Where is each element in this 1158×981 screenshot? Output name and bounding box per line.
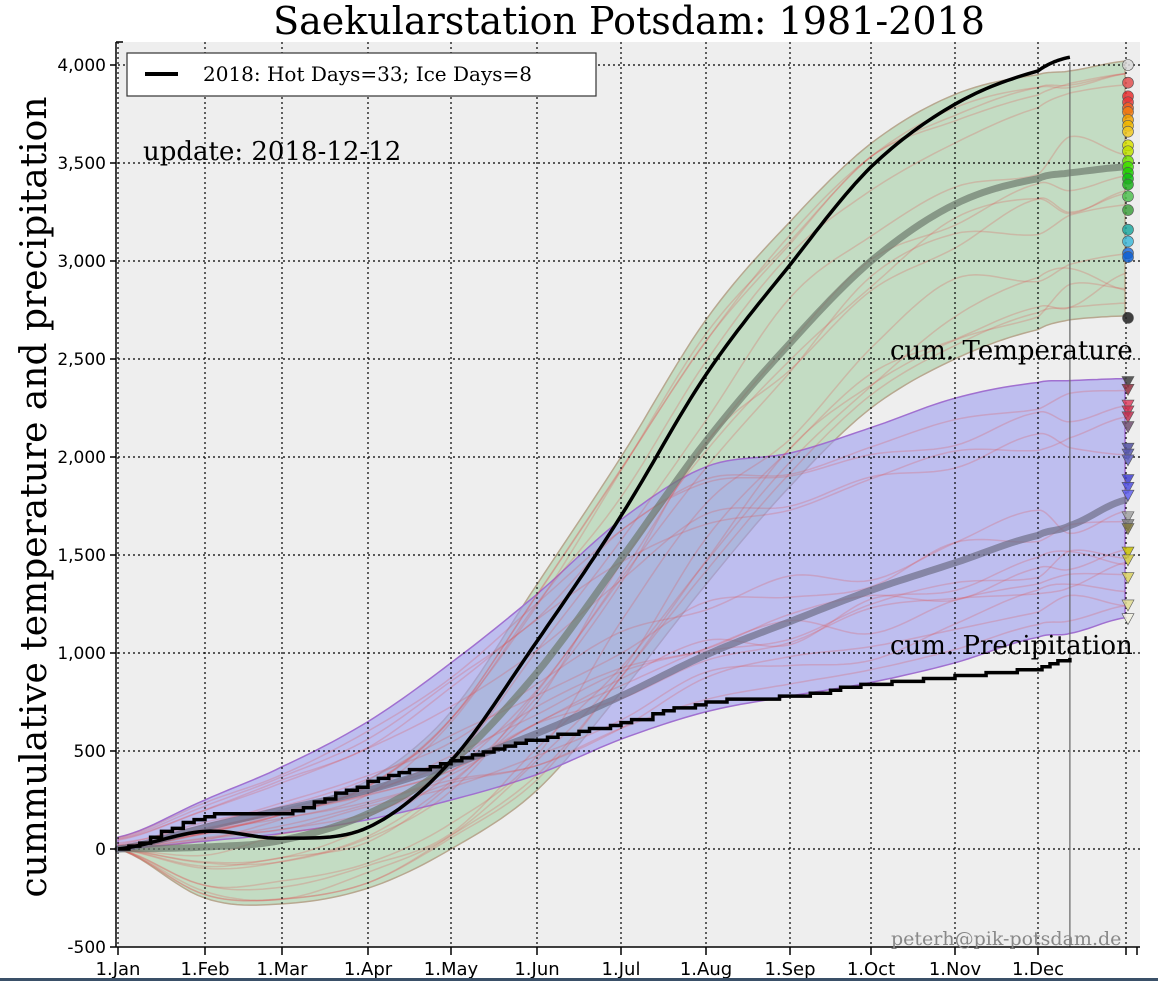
chart-title: Saekularstation Potsdam: 1981-2018 (273, 0, 985, 43)
update-annotation: update: 2018-12-12 (143, 137, 401, 167)
grid-lines (117, 42, 1140, 947)
precipitation-year-marker (1121, 489, 1135, 502)
x-tick-label: 1.Jan (96, 959, 141, 980)
temperature-year-marker (1122, 235, 1134, 248)
precipitation-year-marker (1121, 572, 1135, 585)
temperature-year-marker (1122, 204, 1134, 216)
precipitation-2018-line (118, 657, 1072, 851)
historical-temperature-line (117, 192, 1126, 868)
y-tick-label: 0 (95, 840, 106, 860)
precipitation-year-marker (1121, 376, 1135, 389)
precipitation-year-marker (1121, 384, 1135, 396)
historical-precipitation-line (117, 594, 1126, 850)
legend-label: 2018: Hot Days=33; Ice Days=8 (203, 62, 532, 86)
precipitation-year-marker (1121, 546, 1135, 559)
temperature-year-marker (1122, 178, 1134, 191)
y-tick-label: 1,000 (57, 644, 106, 664)
legend-box (126, 52, 597, 97)
x-tick-label: 1.Oct (847, 959, 895, 980)
credit-annotation: peterh@pik-potsdam.de (891, 928, 1121, 950)
x-tick-label: 1.Apr (344, 959, 393, 980)
precipitation-year-marker (1121, 405, 1135, 418)
temperature-annotation: cum. Temperature (890, 336, 1133, 366)
y-tick-label: -500 (67, 938, 106, 958)
historical-precipitation-line (117, 432, 1126, 841)
precipitation-year-marker (1121, 442, 1135, 455)
precipitation-year-marker (1121, 482, 1135, 494)
year-end-markers (1121, 59, 1135, 626)
temperature-year-marker (1122, 312, 1134, 324)
x-tick-label: 1.Nov (929, 959, 982, 980)
historical-temperature-line (117, 282, 1126, 902)
y-tick-label: 2,500 (57, 350, 106, 370)
temperature-year-marker (1122, 76, 1134, 89)
precipitation-year-marker (1121, 474, 1135, 487)
x-tick-label: 1.Sep (764, 959, 815, 980)
y-axis-label: cummulative temperature and precipitatio… (14, 96, 55, 897)
y-tick-label: 3,000 (57, 252, 106, 272)
precipitation-annotation: cum. Precipitation (890, 631, 1133, 661)
temperature-year-marker (1122, 190, 1134, 203)
historical-temperature-line (117, 204, 1126, 866)
x-tick-label: 1.May (424, 959, 479, 980)
temperature-year-marker (1122, 145, 1134, 158)
historical-temperature-line (117, 272, 1126, 902)
historical-temperature-line (117, 302, 1126, 902)
y-tick-label: 2,000 (57, 448, 106, 468)
precipitation-year-marker (1121, 511, 1135, 524)
historical-precipitation-line (117, 572, 1126, 847)
x-tick-label: 1.Mar (256, 959, 308, 980)
x-tick-label: 1.Aug (680, 959, 732, 980)
precipitation-year-marker (1121, 454, 1135, 467)
precipitation-year-marker (1121, 599, 1135, 612)
y-tick-labels: -500 0 500 1,000 1,500 2,000 2,500 3,000 3,500 4,… (57, 56, 116, 958)
historical-precipitation-line (117, 509, 1126, 844)
precipitation-year-marker (1121, 399, 1135, 412)
temperature-year-marker (1122, 59, 1134, 71)
precipitation-year-marker (1121, 411, 1135, 424)
y-tick-label: 1,500 (57, 546, 106, 566)
precipitation-year-marker (1121, 421, 1135, 434)
x-tick-labels: 1.Jan 1.Feb 1.Mar 1.Apr 1.May 1.Jun 1.Jul 1.Aug… (96, 947, 1138, 980)
x-tick-label: 1.Jun (514, 959, 559, 980)
historical-precipitation-line (117, 416, 1126, 841)
historical-temperature-line (117, 267, 1126, 891)
temperature-year-marker (1122, 223, 1134, 236)
x-tick-label: 1.Dec (1012, 959, 1064, 980)
temperature-2018-line (117, 55, 1071, 851)
precipitation-year-marker (1121, 554, 1135, 567)
x-tick-label: 1.Feb (180, 959, 229, 980)
precipitation-year-marker (1121, 523, 1135, 536)
series-lines (114, 55, 1129, 853)
axes (115, 41, 1140, 948)
historical-temperature-line (117, 135, 1126, 857)
temperature-year-marker (1122, 125, 1134, 138)
historical-temperature-line (117, 84, 1126, 850)
precipitation-year-marker (1121, 448, 1135, 461)
historical-temperature-line (117, 175, 1126, 864)
mean-precipitation-line (114, 496, 1129, 853)
temperature-year-marker (1122, 251, 1134, 263)
y-tick-label: 500 (74, 742, 106, 762)
x-tick-label: 1.Jul (602, 959, 641, 980)
precipitation-year-marker (1121, 613, 1135, 626)
historical-temperature-line (117, 253, 1126, 889)
historical-precipitation-line (117, 583, 1126, 848)
y-tick-label: 4,000 (57, 56, 106, 76)
y-tick-label: 3,500 (57, 154, 106, 174)
legend: 2018: Hot Days=33; Ice Days=8 (126, 52, 597, 97)
window-bottom-edge (0, 978, 1158, 981)
